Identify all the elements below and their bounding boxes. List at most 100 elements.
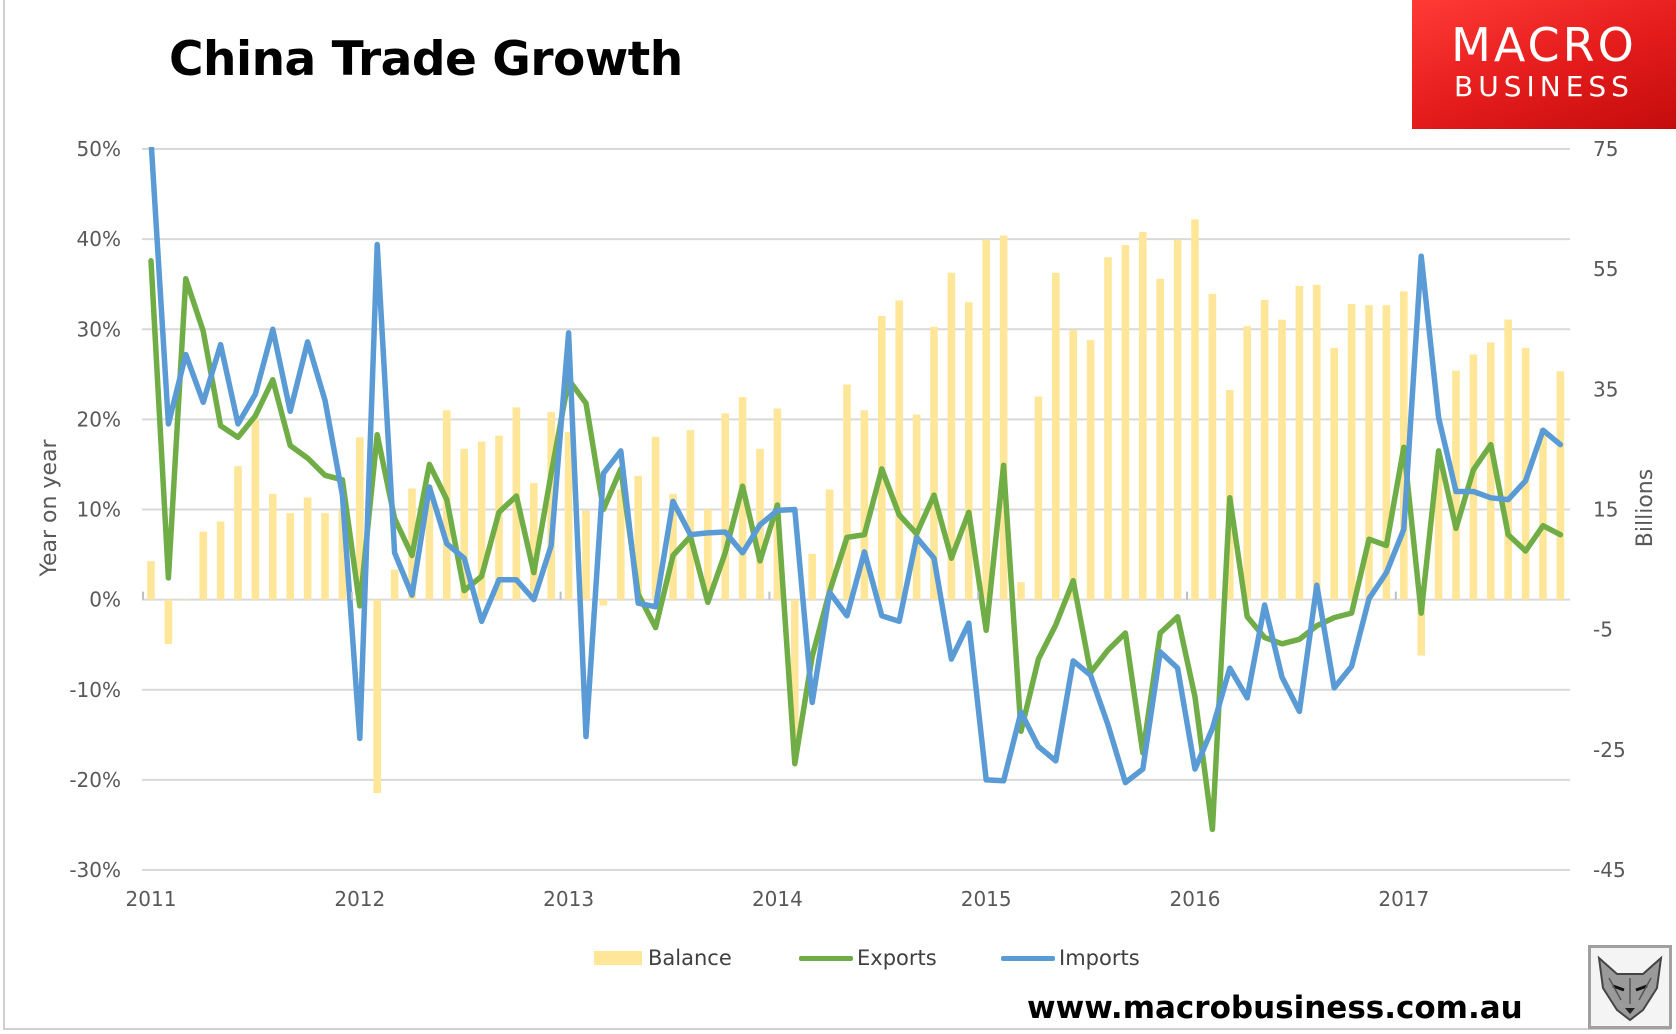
balance-bar	[860, 410, 869, 600]
balance-bar	[1382, 305, 1391, 600]
y-tick-label: 30%	[77, 317, 121, 341]
balance-bar	[356, 437, 364, 600]
y-tick-label: 10%	[77, 498, 121, 522]
right-axis-label: Billions	[1633, 469, 1658, 547]
x-tick-label: 2011	[126, 887, 177, 911]
y2-tick-label: 35	[1593, 377, 1618, 401]
balance-bar	[530, 483, 538, 600]
series-lines	[148, 147, 1564, 833]
right-axis-ticks: 75 55 35 15 -5 -25 -45	[1593, 137, 1626, 882]
balance-bar	[1086, 340, 1095, 600]
balance-bar	[164, 599, 173, 645]
x-tick-label: 2012	[334, 887, 385, 911]
y2-tick-label: 75	[1593, 137, 1618, 161]
balance-bar	[1487, 342, 1495, 600]
balance-bar	[1539, 428, 1547, 600]
y2-tick-label: 15	[1593, 498, 1618, 522]
balance-bar	[808, 553, 816, 600]
balance-bar	[1191, 219, 1199, 600]
balance-bar	[965, 302, 973, 600]
logo-line-1: MACRO	[1451, 18, 1637, 72]
legend-item-exports: Exports	[799, 946, 937, 970]
balance-bar	[721, 413, 729, 600]
left-axis-ticks: 50% 40% 30% 20% 10% 0% -10% -20% -30%	[69, 137, 121, 882]
balance-bar	[1034, 396, 1043, 600]
logo-line-2: BUSINESS	[1454, 70, 1634, 103]
left-axis-label: Year on year	[37, 439, 62, 578]
balance-bar	[1278, 319, 1286, 600]
balance-bar	[1069, 329, 1077, 600]
balance-bar	[216, 521, 225, 600]
balance-bar	[912, 414, 921, 600]
balance-bar	[1434, 456, 1443, 600]
balance-bar	[425, 485, 434, 600]
balance-bar	[338, 509, 347, 600]
balance-bar	[947, 272, 956, 600]
y-tick-label: -20%	[69, 768, 121, 792]
balance-bar	[286, 513, 294, 600]
balance-bar	[1121, 245, 1130, 600]
balance-bar	[1504, 319, 1512, 600]
balance-bar	[1226, 389, 1234, 600]
x-tick-label: 2016	[1170, 887, 1221, 911]
imports-swatch	[1001, 955, 1055, 961]
balance-bar	[843, 384, 851, 600]
balance-bar	[390, 569, 399, 600]
balance-bar	[686, 430, 695, 600]
x-tick-label: 2015	[961, 887, 1012, 911]
balance-bar	[738, 397, 747, 600]
y-tick-label: 40%	[77, 227, 121, 251]
balance-bar	[321, 513, 329, 600]
balance-bar	[1208, 293, 1217, 600]
balance-bar	[147, 561, 155, 600]
chart-title: China Trade Growth	[169, 32, 683, 87]
balance-bar	[1365, 305, 1373, 600]
y2-tick-label: -45	[1593, 858, 1626, 882]
balance-bar	[1295, 285, 1304, 600]
balance-bar	[878, 316, 886, 600]
balance-bar	[303, 497, 312, 600]
balance-bar	[1260, 299, 1269, 600]
balance-bar	[1330, 347, 1338, 600]
balance-bar	[1052, 272, 1060, 600]
y2-tick-label: -25	[1593, 738, 1626, 762]
exports-swatch	[799, 955, 853, 961]
balance-bar	[547, 412, 555, 600]
legend-label: Imports	[1059, 946, 1140, 970]
balance-bar	[1243, 326, 1251, 600]
y2-tick-label: -5	[1593, 618, 1613, 642]
y-tick-label: 20%	[77, 407, 121, 431]
x-tick-label: 2017	[1378, 887, 1429, 911]
fox-logo-icon	[1588, 945, 1672, 1029]
balance-bar	[1347, 304, 1356, 600]
balance-bar	[564, 431, 573, 600]
y-tick-label: -10%	[69, 678, 121, 702]
balance-bar	[251, 418, 260, 600]
balance-bar	[999, 235, 1008, 600]
x-tick-label: 2013	[543, 887, 594, 911]
balance-bar	[182, 599, 190, 601]
balance-bar	[895, 300, 903, 600]
balance-bar	[234, 466, 242, 600]
balance-bar	[1556, 371, 1565, 600]
legend-item-imports: Imports	[1001, 946, 1140, 970]
balance-bar	[269, 493, 277, 600]
balance-bar	[669, 493, 677, 600]
balance-bar	[1417, 599, 1425, 656]
imports-line	[148, 147, 1564, 786]
balance-bar	[460, 448, 468, 600]
balance-swatch	[594, 951, 642, 965]
x-axis-ticks: 2011 2012 2013 2014 2015 2016 2017	[126, 591, 1429, 911]
x-tick-label: 2014	[752, 887, 803, 911]
y-tick-label: -30%	[69, 858, 121, 882]
legend-item-balance: Balance	[594, 946, 732, 970]
legend-label: Exports	[857, 946, 937, 970]
balance-bar	[599, 599, 608, 606]
legend-label: Balance	[648, 946, 732, 970]
balance-bar	[199, 531, 207, 600]
balance-bar	[1017, 582, 1025, 600]
y-tick-label: 0%	[89, 588, 121, 612]
balance-bar	[1313, 284, 1321, 600]
macrobusiness-logo: MACRO BUSINESS	[1412, 0, 1676, 129]
